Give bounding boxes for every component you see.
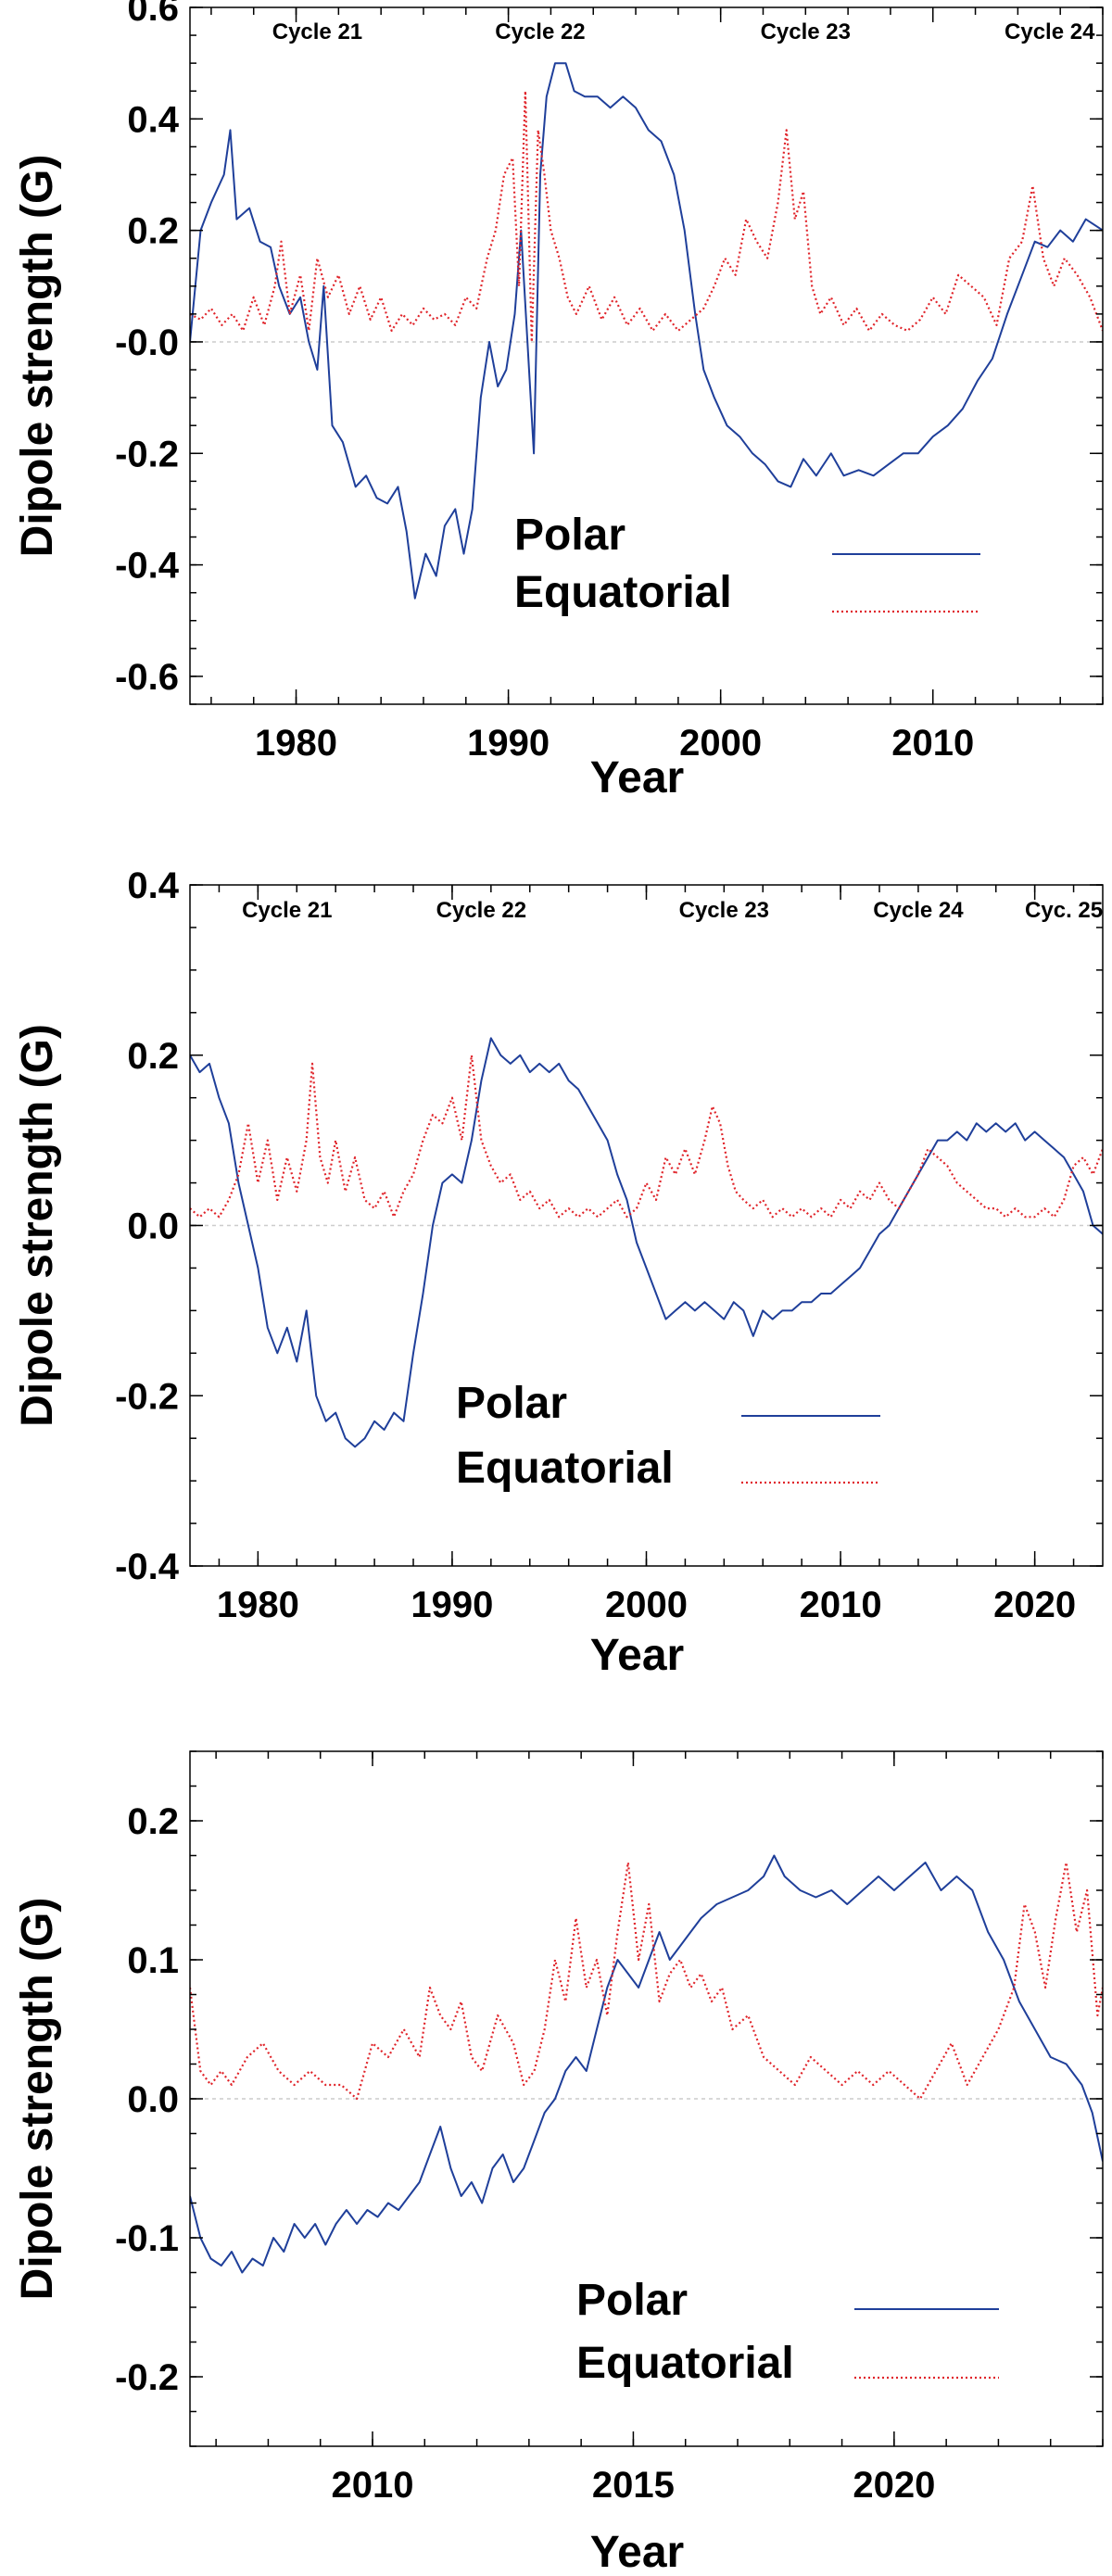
plot-frame bbox=[189, 6, 1104, 705]
y-tick-label: -0.0 bbox=[115, 322, 179, 363]
cycle-label: Cycle 22 bbox=[436, 898, 526, 923]
y-tick-label: -0.2 bbox=[115, 2357, 179, 2398]
x-axis-label: Year bbox=[590, 2528, 684, 2576]
y-axis-label: Dipole strength (G) bbox=[13, 1024, 62, 1427]
y-axis-label: Dipole strength (G) bbox=[13, 155, 62, 558]
legend: Polar Equatorial bbox=[456, 1379, 880, 1493]
legend-polar-label: Polar bbox=[576, 2276, 688, 2325]
x-tick-label: 2020 bbox=[853, 2465, 935, 2506]
y-axis-label: Dipole strength (G) bbox=[13, 1898, 62, 2301]
y-tick-label: 0.4 bbox=[127, 865, 179, 906]
y-tick-label: -0.4 bbox=[115, 546, 180, 587]
y-tick-label: 0.0 bbox=[127, 1206, 179, 1247]
legend-equatorial-label: Equatorial bbox=[576, 2339, 794, 2388]
cycle-label: Cycle 21 bbox=[272, 19, 362, 44]
polar-series-line bbox=[190, 62, 1103, 600]
legend-equatorial-label: Equatorial bbox=[514, 568, 732, 617]
panel-bottom: -0.2 -0.1 0.0 0.1 0.2 2010 2015 2020 Year Dipole … bbox=[13, 1750, 1104, 2576]
y-tick-label: -0.2 bbox=[115, 434, 179, 474]
cycle-label: Cycle 22 bbox=[495, 19, 585, 44]
x-tick-label: 1980 bbox=[217, 1585, 299, 1625]
x-tick-label: 1990 bbox=[411, 1585, 493, 1625]
x-tick-label: 2000 bbox=[679, 723, 762, 764]
y-tick-label: -0.6 bbox=[115, 657, 179, 698]
equatorial-series-line bbox=[190, 1861, 1103, 2101]
y-tick-label: 0.2 bbox=[127, 211, 179, 252]
cycle-label: Cycle 24 bbox=[1005, 19, 1095, 44]
panel-top: -0.6 -0.4 -0.2 -0.0 0.2 0.4 0.6 1980 1990 2000 201… bbox=[13, 0, 1104, 802]
equatorial-series-line bbox=[190, 1054, 1103, 1219]
x-tick-label: 1990 bbox=[467, 723, 550, 764]
x-tick-label: 2020 bbox=[993, 1585, 1076, 1625]
x-tick-label: 2010 bbox=[332, 2465, 414, 2506]
x-tick-label: 2015 bbox=[592, 2465, 675, 2506]
panel-middle: -0.4 -0.2 0.0 0.2 0.4 1980 1990 2000 2010 2020 Yea… bbox=[13, 865, 1104, 1680]
x-axis-label: Year bbox=[590, 753, 684, 802]
x-tick-label: 2010 bbox=[891, 723, 974, 764]
y-tick-label: -0.2 bbox=[115, 1376, 179, 1417]
y-tick-label: 0.6 bbox=[127, 0, 179, 29]
legend-polar-label: Polar bbox=[456, 1379, 567, 1428]
y-tick-label: -0.1 bbox=[115, 2218, 179, 2259]
equatorial-series-line bbox=[190, 90, 1103, 344]
x-axis-label: Year bbox=[590, 1631, 684, 1680]
y-tick-label: -0.4 bbox=[115, 1547, 180, 1587]
cycle-label: Cycle 21 bbox=[242, 898, 332, 923]
y-tick-label: 0.1 bbox=[127, 1940, 179, 1981]
legend: Polar Equatorial bbox=[514, 511, 980, 617]
cycle-label: Cycle 24 bbox=[873, 898, 964, 923]
polar-series-line bbox=[190, 1037, 1103, 1448]
cycle-label: Cycle 23 bbox=[679, 898, 769, 923]
y-tick-label: 0.0 bbox=[127, 2079, 179, 2120]
y-tick-label: 0.2 bbox=[127, 1801, 179, 1842]
polar-series-line bbox=[190, 1854, 1103, 2274]
legend-equatorial-label: Equatorial bbox=[456, 1444, 674, 1493]
y-tick-label: 0.2 bbox=[127, 1036, 179, 1077]
x-tick-label: 2010 bbox=[800, 1585, 882, 1625]
cycle-label: Cyc. 25 bbox=[1025, 898, 1103, 923]
x-tick-label: 1980 bbox=[255, 723, 337, 764]
cycle-label: Cycle 23 bbox=[761, 19, 851, 44]
legend-polar-label: Polar bbox=[514, 511, 626, 560]
y-tick-label: 0.4 bbox=[127, 99, 179, 140]
legend: Polar Equatorial bbox=[576, 2276, 999, 2388]
x-tick-label: 2000 bbox=[605, 1585, 688, 1625]
